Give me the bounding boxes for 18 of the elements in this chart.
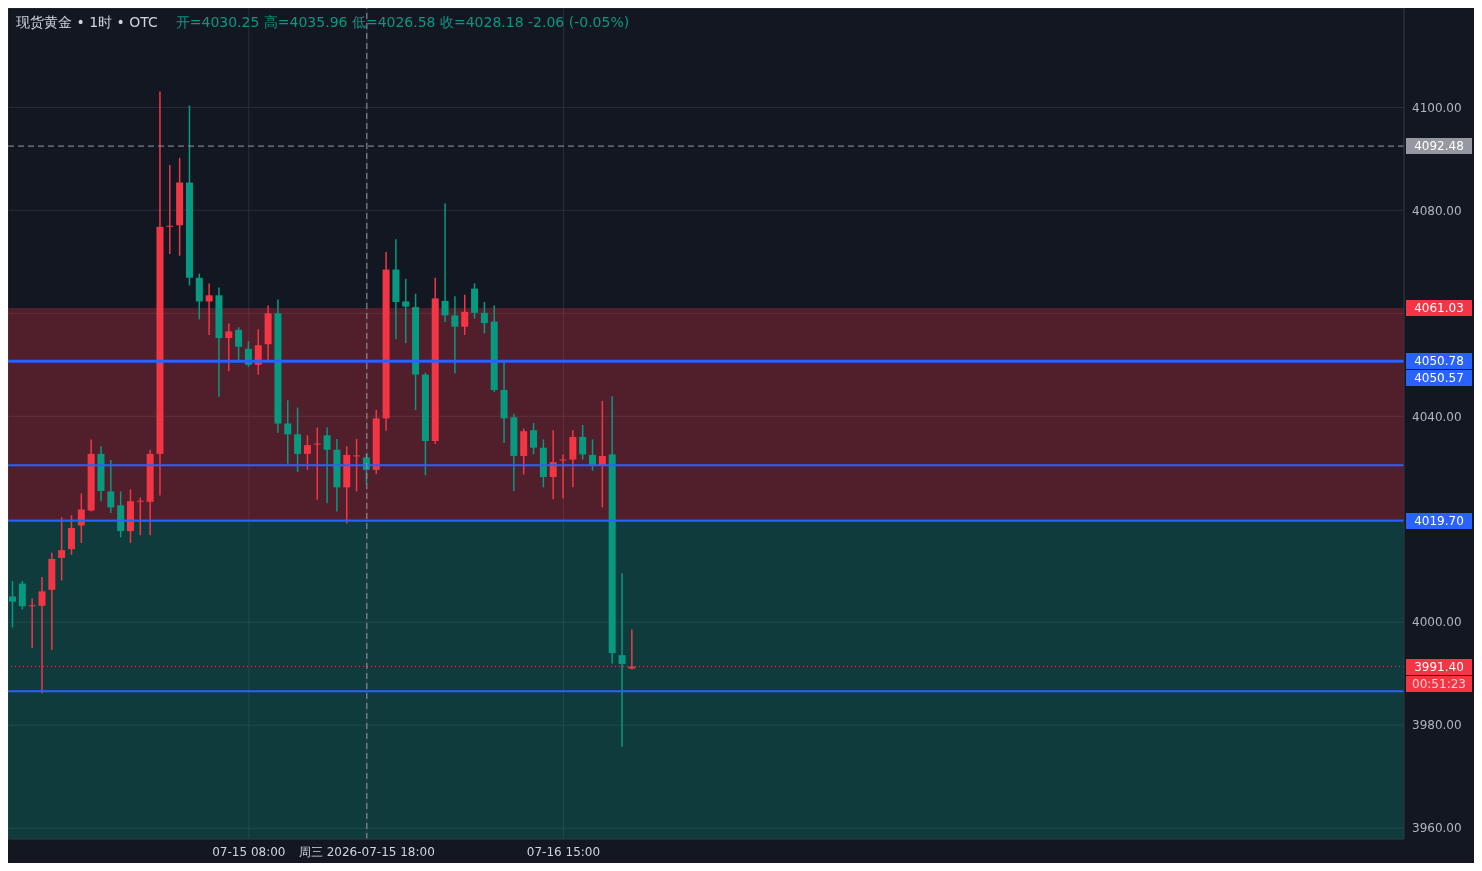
ref-line-label: 4019.70 xyxy=(1406,512,1472,529)
ref-line-label: 4050.78 xyxy=(1406,352,1472,369)
x-tick-label: 07-15 08:00 xyxy=(212,844,286,859)
annotation: 开=4030.25 高=4035.96 低=4026.58 收=4028.18 -2.06 (-0.05%) xyxy=(175,14,630,30)
ref-line-label: 3991.40 xyxy=(1406,658,1472,675)
y-tick-label: 4000.00 xyxy=(1412,615,1462,630)
band-label: 4061.03 xyxy=(1406,300,1472,316)
y-tick-label: 4100.00 xyxy=(1412,100,1462,115)
y-tick-label: 4080.00 xyxy=(1412,203,1462,218)
x-tick-label: 07-16 15:00 xyxy=(526,844,601,859)
text: 00:51:23 xyxy=(1406,675,1472,692)
y-tick-label: 3960.00 xyxy=(1412,821,1462,836)
text: 现货黄金 • 1时 • OTC xyxy=(16,14,158,30)
x-tick-label: 周三 2026-07-15 18:00 xyxy=(298,844,435,859)
y-tick-label: 4040.00 xyxy=(1412,409,1462,424)
y-tick-label: 3980.00 xyxy=(1412,718,1462,733)
ref-line-label: 4092.48 xyxy=(1406,138,1472,155)
ref-line-label: 4050.57 xyxy=(1406,369,1472,386)
